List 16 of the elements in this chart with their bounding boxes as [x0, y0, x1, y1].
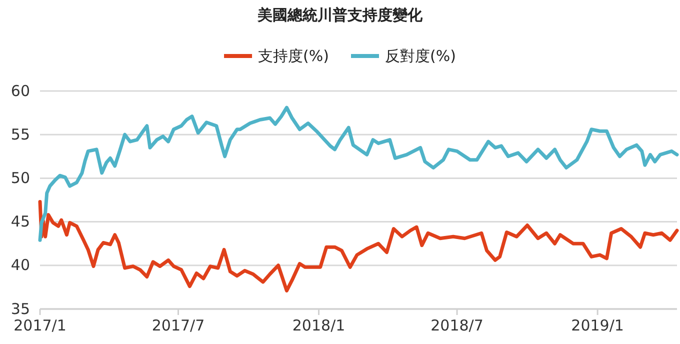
x-tick-label: 2017/1	[14, 316, 66, 335]
legend-label: 支持度(%)	[258, 47, 329, 65]
y-tick-label: 60	[10, 82, 30, 100]
y-tick-label: 45	[10, 212, 30, 231]
chart-title: 美國總統川普支持度變化	[256, 6, 424, 24]
legend-label: 反對度(%)	[385, 47, 456, 65]
y-tick-label: 40	[10, 256, 30, 274]
x-tick-label: 2018/1	[292, 316, 346, 335]
x-tick-label: 2017/7	[152, 316, 205, 335]
x-tick-label: 2018/7	[430, 316, 484, 335]
x-tick-label: 2019/1	[571, 316, 624, 335]
line-series	[38, 106, 679, 242]
y-tick-label: 35	[10, 300, 30, 318]
line-series	[38, 200, 679, 292]
y-tick-label: 50	[10, 169, 30, 187]
y-tick-label: 55	[10, 125, 30, 144]
